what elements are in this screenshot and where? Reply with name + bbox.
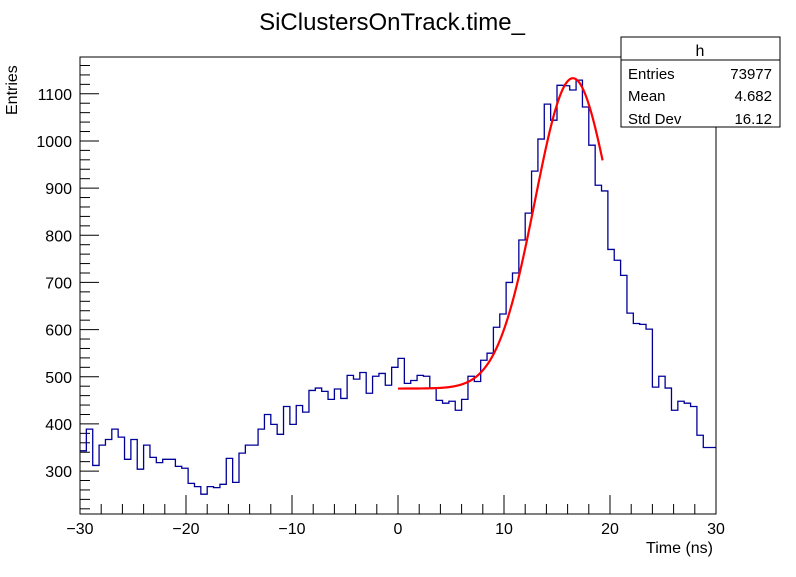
- stats-label-mean: Mean: [628, 88, 666, 105]
- stats-value-entries: 73977: [730, 66, 772, 83]
- y-tick-label: 1100: [38, 87, 73, 104]
- stats-value-stddev: 16.12: [734, 111, 772, 128]
- x-tick-label: −20: [172, 521, 199, 538]
- y-tick-label: 600: [45, 323, 72, 340]
- stats-box: h Entries 73977 Mean 4.682 Std Dev 16.12: [620, 36, 781, 128]
- x-tick-label: 20: [601, 521, 619, 538]
- y-tick-label: 400: [45, 417, 72, 434]
- stats-title: h: [696, 43, 705, 60]
- y-tick-label: 800: [45, 228, 72, 245]
- x-tick-label: 10: [495, 521, 513, 538]
- x-tick-label: −10: [278, 521, 305, 538]
- chart-title: SiClustersOnTrack.time_: [259, 9, 525, 36]
- axis-ticks: [79, 64, 717, 514]
- y-tick-label: 1000: [36, 134, 72, 151]
- histogram-line: [80, 79, 716, 495]
- fit-curve: [398, 77, 604, 390]
- y-tick-label: 300: [45, 464, 72, 481]
- x-tick-label: −30: [66, 521, 93, 538]
- stats-label-stddev: Std Dev: [628, 111, 682, 128]
- y-tick-label: 900: [45, 181, 72, 198]
- y-tick-label: 700: [45, 275, 72, 292]
- plot-frame: [79, 56, 717, 515]
- axis-tick-labels: −30 −20 −10 0 10 20 30 300 400 500 600 700 800 900 100…: [36, 87, 725, 538]
- y-tick-label: 500: [45, 370, 72, 387]
- x-tick-label: 0: [394, 521, 403, 538]
- x-tick-label: 30: [707, 521, 725, 538]
- stats-label-entries: Entries: [628, 66, 675, 83]
- stats-value-mean: 4.682: [734, 88, 772, 105]
- y-axis-label: Entries: [4, 65, 21, 115]
- x-axis-label: Time (ns): [646, 540, 713, 557]
